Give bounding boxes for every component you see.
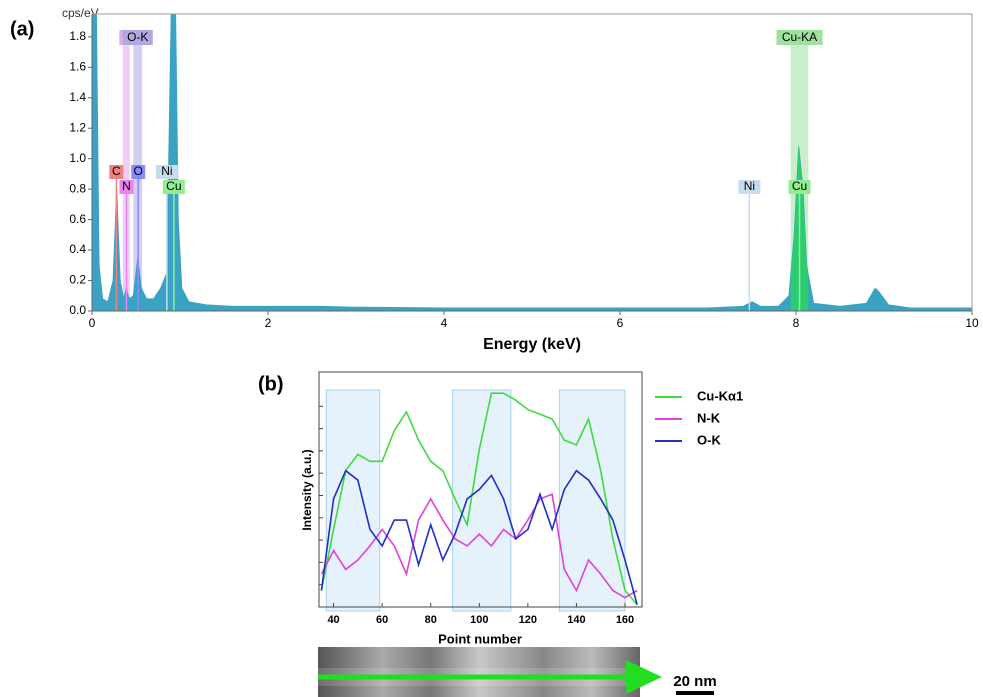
y-tick-label: 0.6	[69, 212, 86, 226]
x-tick-label: 6	[617, 316, 624, 330]
x-tick-label: 40	[327, 614, 339, 626]
scan-arrow	[626, 660, 662, 694]
y-tick-label: 1.4	[69, 90, 86, 104]
scale-bar	[676, 691, 714, 695]
x-tick-label: 80	[425, 614, 437, 626]
highlight-range	[453, 390, 511, 611]
marker-label: Cu	[166, 179, 181, 193]
x-tick-label: 160	[616, 614, 634, 626]
scale-label: 20 nm	[673, 673, 716, 690]
y-tick-label: 0.4	[69, 242, 86, 256]
spectrum-area	[92, 14, 972, 311]
marker-label: Ni	[744, 179, 755, 193]
x-tick-label: 8	[793, 316, 800, 330]
y-axis-label: Intensity (a.u.)	[300, 449, 314, 530]
figure: (a) cps/eV Energy (keV) (b) Point number…	[0, 0, 983, 697]
highlight-range	[326, 390, 379, 611]
y-tick-label: 1.2	[69, 120, 86, 134]
legend-label: O-K	[697, 432, 721, 447]
y-tick-label: 0.8	[69, 181, 86, 195]
band-label: O-K	[127, 30, 148, 44]
x-tick-label: 140	[567, 614, 585, 626]
y-tick-label: 1.6	[69, 59, 86, 73]
marker-label: N	[122, 179, 131, 193]
y-tick-label: 1.0	[69, 151, 86, 165]
y-tick-label: 1.8	[69, 29, 86, 43]
marker-label: C	[112, 164, 121, 178]
x-tick-label: 120	[519, 614, 537, 626]
x-axis-label: Energy (keV)	[483, 336, 581, 353]
marker-label: Cu	[792, 179, 807, 193]
x-tick-label: 60	[376, 614, 388, 626]
marker-label: O	[134, 164, 143, 178]
x-axis-label: Point number	[438, 631, 522, 646]
panel-label: (b)	[258, 373, 284, 395]
y-tick-label: 0.2	[69, 273, 86, 287]
x-tick-label: 10	[965, 316, 979, 330]
spectrum	[92, 14, 972, 311]
y-tick-label: 0.0	[69, 303, 86, 317]
x-tick-label: 0	[89, 316, 96, 330]
marker-label: Ni	[161, 164, 172, 178]
x-tick-label: 2	[265, 316, 272, 330]
x-tick-label: 100	[470, 614, 488, 626]
panel-label: (a)	[10, 18, 34, 40]
legend-label: N-K	[697, 410, 721, 425]
x-tick-label: 4	[441, 316, 448, 330]
band-label: Cu-KA	[782, 30, 817, 44]
spectrum-area-highlight	[92, 14, 972, 311]
legend-label: Cu-Kα1	[697, 388, 743, 403]
